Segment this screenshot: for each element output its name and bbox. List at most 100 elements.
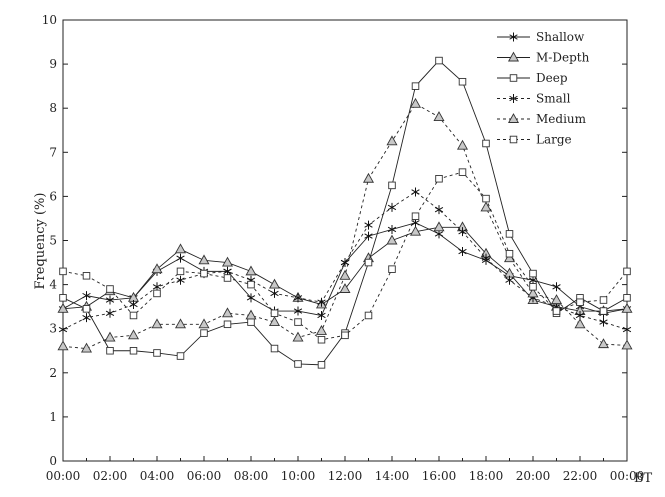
data-point-small: [105, 308, 115, 318]
marker-stroke: [293, 308, 303, 314]
data-point-large: [388, 265, 396, 273]
data-point-shallow: [246, 293, 256, 303]
plot-frame: [62, 19, 628, 462]
legend-label: M-Depth: [536, 51, 590, 65]
legend-item-small: Small: [497, 92, 571, 106]
marker-stroke: [105, 310, 115, 316]
marker-stroke: [505, 277, 514, 283]
data-point-medium: [597, 338, 610, 349]
x-tick-label: 12:00: [328, 469, 363, 483]
x-axis-ticks: 00:00 02:00 04:00 06:00 08:00 10:00 12:00 14:00…: [46, 456, 644, 483]
data-point-medium: [409, 97, 422, 108]
data-point-large: [623, 267, 631, 276]
data-point-medium: [480, 201, 492, 212]
data-point-shallow: [176, 253, 185, 263]
data-point-medium: [151, 318, 163, 329]
data-point-large: [529, 283, 537, 291]
marker-stroke: [105, 297, 115, 303]
data-point-deep: [82, 305, 91, 313]
data-point-m-depth: [57, 302, 69, 313]
data-point-shallow: [364, 231, 373, 241]
data-point-large: [106, 285, 114, 293]
x-tick-label: 10:00: [281, 469, 316, 483]
legend-label: Small: [536, 92, 571, 106]
series-layer: [57, 56, 633, 369]
data-point-large: [552, 307, 561, 315]
series-line-large: [62, 171, 628, 341]
marker-stroke: [317, 299, 326, 305]
data-point-deep: [364, 258, 373, 267]
marker-stroke: [340, 259, 350, 266]
y-tick-label: 9: [49, 57, 57, 71]
data-point-large: [317, 335, 326, 344]
data-point-deep: [388, 181, 396, 190]
marker-stroke: [387, 226, 397, 233]
data-point-deep: [270, 344, 279, 353]
series-small: [58, 187, 632, 335]
marker-stroke: [364, 233, 373, 239]
data-point-large: [82, 272, 91, 280]
data-point-medium: [339, 269, 351, 280]
marker-stroke: [387, 204, 397, 211]
marker-stroke: [458, 228, 467, 235]
data-point-deep: [411, 82, 420, 90]
legend-marker: [509, 32, 518, 42]
data-point-shallow: [293, 306, 303, 316]
y-tick-label: 0: [49, 454, 57, 468]
data-point-deep: [505, 230, 514, 238]
x-tick-label: 18:00: [469, 469, 504, 483]
marker-stroke: [129, 301, 138, 308]
y-tick-label: 5: [49, 234, 57, 248]
y-tick-label: 7: [49, 145, 57, 159]
data-point-m-depth: [174, 243, 187, 254]
data-point-large: [200, 269, 208, 278]
x-tick-label: 06:00: [187, 469, 222, 483]
data-point-deep: [623, 294, 631, 302]
marker-stroke: [509, 34, 518, 40]
data-point-shallow: [552, 282, 561, 292]
marker-stroke: [293, 295, 303, 301]
data-point-small: [176, 275, 185, 285]
marker-stroke: [575, 312, 585, 319]
data-point-large: [247, 280, 255, 289]
data-point-deep: [529, 269, 537, 278]
y-tick-label: 1: [49, 410, 57, 424]
data-point-medium: [80, 342, 93, 353]
legend-item-medium: Medium: [497, 112, 587, 126]
series-line-shallow: [62, 222, 628, 316]
series-line-deep: [62, 59, 628, 366]
marker-stroke: [223, 268, 232, 275]
data-point-medium: [386, 135, 398, 146]
data-point-m-depth: [268, 278, 281, 289]
data-point-medium: [362, 172, 375, 183]
data-point-medium: [57, 340, 69, 351]
legend-item-large: Large: [497, 133, 572, 147]
marker-stroke: [552, 284, 561, 290]
marker-stroke: [82, 314, 91, 321]
data-point-small: [411, 187, 420, 197]
data-point-deep: [317, 361, 326, 369]
data-point-medium: [315, 324, 328, 335]
data-point-medium: [621, 339, 633, 350]
data-point-small: [317, 297, 326, 307]
marker-stroke: [509, 95, 518, 102]
data-point-deep: [435, 56, 443, 65]
data-point-m-depth: [433, 221, 445, 232]
data-point-large: [176, 267, 185, 276]
data-point-small: [458, 227, 467, 237]
y-tick-label: 3: [49, 322, 57, 336]
x-tick-label: 16:00: [422, 469, 457, 483]
data-point-m-depth: [221, 256, 234, 267]
data-point-small: [82, 313, 91, 323]
legend-label: Deep: [536, 71, 568, 85]
data-point-m-depth: [621, 302, 633, 313]
data-point-deep: [153, 349, 161, 357]
x-tick-label: 22:00: [563, 469, 598, 483]
series-large: [59, 168, 631, 344]
marker-stroke: [599, 319, 608, 325]
data-point-shallow: [105, 295, 115, 305]
legend-marker: [509, 135, 518, 144]
data-point-large: [270, 309, 279, 318]
data-point-deep: [294, 360, 302, 368]
y-tick-label: 6: [49, 189, 57, 203]
